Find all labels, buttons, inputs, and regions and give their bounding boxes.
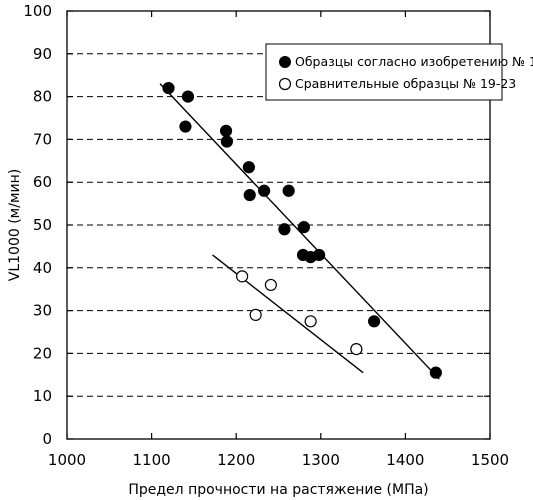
trend-line-series-1 bbox=[213, 255, 364, 373]
comparative-point-3 bbox=[305, 316, 316, 327]
grid-lines bbox=[67, 54, 490, 396]
invention-point-13 bbox=[314, 249, 325, 260]
y-tick-label-30: 30 bbox=[33, 302, 52, 320]
y-tick-label-10: 10 bbox=[33, 387, 52, 405]
invention-point-15 bbox=[430, 367, 441, 378]
x-tick-label-1200: 1200 bbox=[217, 451, 255, 469]
invention-point-4 bbox=[221, 136, 232, 147]
y-tick-label-80: 80 bbox=[33, 88, 52, 106]
x-tick-label-1100: 1100 bbox=[133, 451, 171, 469]
y-axis-label: VL1000 (м/мин) bbox=[7, 169, 23, 281]
invention-point-8 bbox=[283, 185, 294, 196]
invention-point-0 bbox=[163, 83, 174, 94]
y-tick-label-70: 70 bbox=[33, 130, 52, 148]
invention-point-14 bbox=[369, 316, 380, 327]
invention-point-3 bbox=[221, 125, 232, 136]
legend-label-invention: Образцы согласно изобретению № 1-16 bbox=[295, 54, 533, 69]
x-tick-label-1500: 1500 bbox=[471, 451, 509, 469]
y-tick-label-40: 40 bbox=[33, 259, 52, 277]
y-tick-label-20: 20 bbox=[33, 344, 52, 362]
x-axis-label: Предел прочности на растяжение (МПа) bbox=[128, 482, 428, 498]
y-tick-label-50: 50 bbox=[33, 216, 52, 234]
comparative-point-1 bbox=[250, 309, 261, 320]
invention-point-7 bbox=[259, 185, 270, 196]
invention-point-9 bbox=[279, 224, 290, 235]
comparative-point-2 bbox=[265, 279, 276, 290]
x-tick-label-1300: 1300 bbox=[302, 451, 340, 469]
y-tick-label-100: 100 bbox=[23, 2, 52, 20]
invention-point-5 bbox=[243, 162, 254, 173]
legend-label-comparative: Сравнительные образцы № 19-23 bbox=[295, 76, 516, 91]
y-tick-label-90: 90 bbox=[33, 45, 52, 63]
legend-marker-comparative bbox=[280, 79, 291, 90]
invention-point-6 bbox=[244, 190, 255, 201]
legend-box bbox=[266, 44, 502, 100]
x-tick-label-1000: 1000 bbox=[48, 451, 86, 469]
y-tick-label-60: 60 bbox=[33, 173, 52, 191]
y-tick-label-0: 0 bbox=[42, 430, 52, 448]
invention-point-1 bbox=[182, 91, 193, 102]
legend: Образцы согласно изобретению № 1-16 Срав… bbox=[266, 44, 533, 100]
legend-marker-invention bbox=[280, 57, 291, 68]
comparative-point-4 bbox=[351, 344, 362, 355]
comparative-point-0 bbox=[237, 271, 248, 282]
x-tick-label-1400: 1400 bbox=[386, 451, 424, 469]
invention-point-2 bbox=[180, 121, 191, 132]
invention-point-10 bbox=[298, 222, 309, 233]
data-points bbox=[163, 83, 441, 379]
